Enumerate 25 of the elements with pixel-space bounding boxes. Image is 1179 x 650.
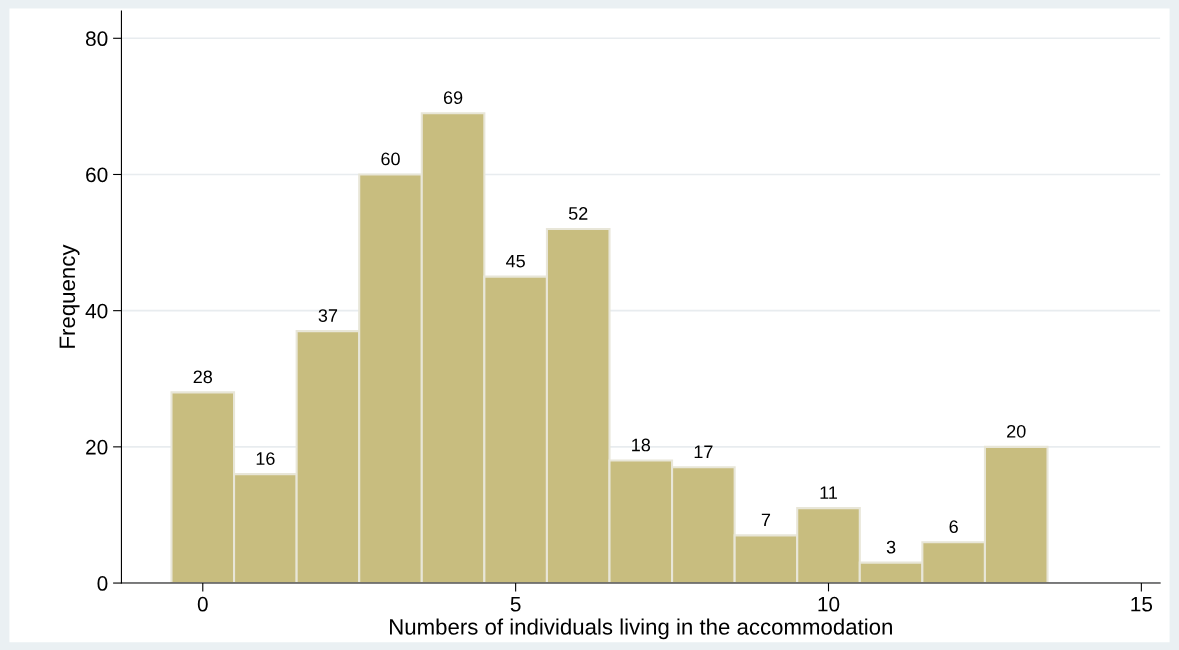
x-tick-label: 15 <box>1131 597 1153 612</box>
y-axis-title: Frequency <box>59 244 80 348</box>
data-label: 3 <box>886 540 896 554</box>
data-label: 11 <box>820 486 837 499</box>
data-label: 7 <box>761 513 771 527</box>
y-tick-label: 80 <box>85 31 108 47</box>
y-tick-label: 20 <box>86 439 108 455</box>
x-tick-label: 0 <box>197 596 208 612</box>
data-label: 69 <box>443 91 463 105</box>
data-label: 20 <box>1007 424 1026 438</box>
data-label: 45 <box>506 254 525 268</box>
data-label: 16 <box>256 452 275 465</box>
x-tick-label: 5 <box>510 597 521 612</box>
data-label: 60 <box>381 152 400 166</box>
data-label: 28 <box>193 370 213 384</box>
data-label: 18 <box>632 438 651 452</box>
data-label: 52 <box>568 207 588 220</box>
x-tick-label: 10 <box>818 596 840 612</box>
x-axis-title: Numbers of individuals living in the accommodation <box>390 618 892 640</box>
data-label: 17 <box>694 445 713 458</box>
y-tick-label: 40 <box>85 303 108 319</box>
data-label: 37 <box>318 309 338 322</box>
y-tick-label: 60 <box>86 167 108 183</box>
y-tick-label: 0 <box>97 576 108 591</box>
data-label: 6 <box>949 520 958 534</box>
